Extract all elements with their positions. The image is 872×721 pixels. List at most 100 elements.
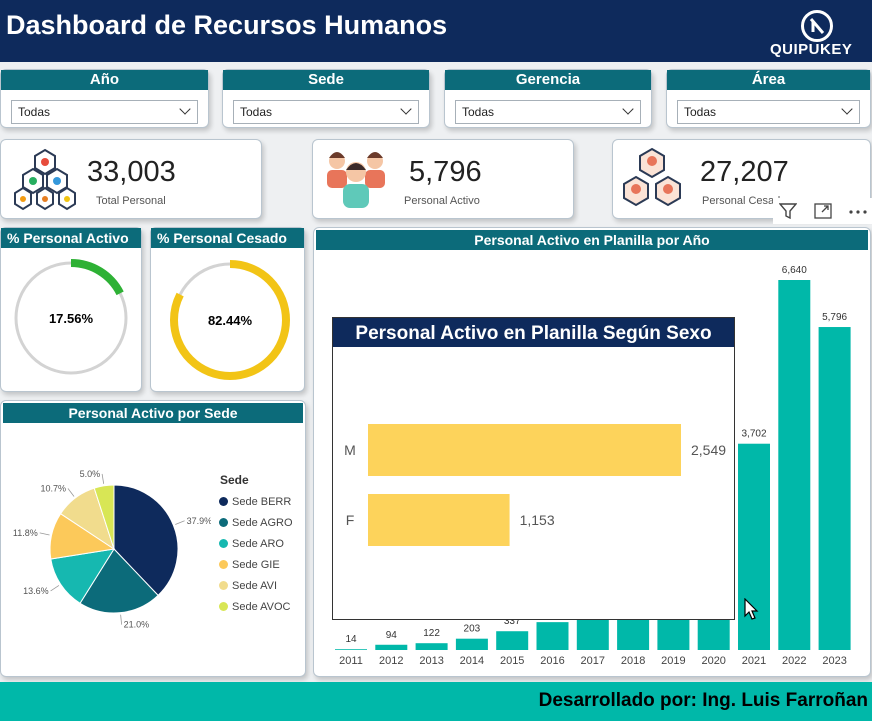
gauge-cesado: 82.44% xyxy=(170,260,290,380)
bar-chart: 2011 14 2012 94 2013 122 2014 203 2015 337 2016 201… xyxy=(335,265,851,667)
pie-slice[interactable] xyxy=(93,484,115,550)
pie-chart-panel: Personal Activo por Sede 37.9% 21.0% 13.6%… xyxy=(0,400,306,677)
visual-toolbar xyxy=(773,198,872,224)
x-tick-label: 2021 xyxy=(742,655,766,667)
more-options-icon[interactable] xyxy=(848,209,868,215)
dropdown-value: Todas xyxy=(18,105,51,119)
x-tick-label: 2012 xyxy=(379,655,403,667)
legend-item[interactable]: Sede AGRO xyxy=(219,512,293,533)
slicer-label: Área xyxy=(667,70,870,90)
chevron-down-icon xyxy=(179,103,191,115)
slicer-dropdown-ano[interactable]: Todas xyxy=(11,100,198,124)
pie-leader-line xyxy=(67,488,75,497)
legend-label: Sede AGRO xyxy=(232,516,293,529)
bar-data-label: 94 xyxy=(386,630,398,641)
filter-icon[interactable] xyxy=(779,203,797,219)
legend-label: Sede ARO xyxy=(232,537,284,550)
kpi-cesado-value: 27,207 xyxy=(700,156,789,188)
gauge-title: % Personal Activo xyxy=(1,228,141,248)
bar-data-label: 5,796 xyxy=(822,312,847,323)
page-title: Dashboard de Recursos Humanos xyxy=(6,10,448,40)
bar[interactable] xyxy=(818,327,851,650)
slicer-dropdown-sede[interactable]: Todas xyxy=(233,100,419,124)
chevron-down-icon xyxy=(400,103,412,115)
hbar-data-label: 1,153 xyxy=(520,512,555,528)
legend-marker xyxy=(219,497,228,506)
bar[interactable] xyxy=(778,280,811,650)
pie-data-label: 10.7% xyxy=(40,484,66,494)
bar[interactable] xyxy=(415,643,448,650)
gauge-cesado-label: 82.44% xyxy=(208,313,253,328)
legend-item[interactable]: Sede BERR xyxy=(219,491,293,512)
bar[interactable] xyxy=(455,638,488,650)
hbar[interactable] xyxy=(368,424,681,476)
footer-bar xyxy=(0,682,872,721)
kpi-card-total: 33,003 Total Personal xyxy=(0,139,262,219)
hexagon-team-icon xyxy=(623,147,681,207)
legend-item[interactable]: Sede AVOC xyxy=(219,596,293,617)
pie-data-label: 11.8% xyxy=(13,528,38,538)
focus-mode-icon[interactable] xyxy=(814,203,832,219)
hbar-data-label: 2,549 xyxy=(691,442,726,458)
pie-leader-line xyxy=(39,532,50,536)
legend-title: Sede xyxy=(220,473,249,487)
kpi-card-activo: 5,796 Personal Activo xyxy=(312,139,574,219)
pie-slice[interactable] xyxy=(113,484,179,597)
gauge-card-activo: % Personal Activo 17.56% xyxy=(0,227,142,392)
x-tick-label: 2011 xyxy=(339,655,363,667)
kpi-activo-label: Personal Activo xyxy=(404,195,480,207)
legend-item[interactable]: Sede GIE xyxy=(219,554,293,575)
slicer-label: Año xyxy=(1,70,208,90)
hbar[interactable] xyxy=(368,494,510,546)
bar-data-label: 203 xyxy=(464,624,481,635)
footer-credit: Desarrollado por: Ing. Luis Farroñan xyxy=(538,690,868,711)
kpi-cesado-label: Personal Cesad xyxy=(702,195,781,207)
legend-marker xyxy=(219,539,228,548)
kpi-activo-value: 5,796 xyxy=(409,156,482,188)
sexo-bar-chart: M 2,549 F 1,153 xyxy=(344,424,726,546)
legend-item[interactable]: Sede ARO xyxy=(219,533,293,554)
bar[interactable] xyxy=(335,649,367,650)
logo-text: QUIPUKEY xyxy=(770,41,853,58)
gauge-activo: 17.56% xyxy=(12,259,130,377)
mouse-cursor-icon xyxy=(744,598,759,620)
x-tick-label: 2022 xyxy=(782,655,806,667)
bar[interactable] xyxy=(536,622,569,650)
people-group-icon xyxy=(327,152,385,208)
y-category-label: M xyxy=(344,442,356,458)
bar[interactable] xyxy=(375,644,408,650)
slicer-dropdown-gerencia[interactable]: Todas xyxy=(455,100,641,124)
slicer-gerencia: Gerencia Todas xyxy=(444,69,652,128)
y-category-label: F xyxy=(346,512,355,528)
bar[interactable] xyxy=(496,631,529,650)
slicer-dropdown-area[interactable]: Todas xyxy=(677,100,860,124)
x-tick-label: 2018 xyxy=(621,655,645,667)
slicer-label: Gerencia xyxy=(445,70,651,90)
legend-marker xyxy=(219,518,228,527)
x-tick-label: 2020 xyxy=(701,655,725,667)
gauge-activo-label: 17.56% xyxy=(49,311,94,326)
legend-label: Sede GIE xyxy=(232,558,280,571)
pie-data-label: 5.0% xyxy=(80,469,101,479)
slicer-sede: Sede Todas xyxy=(222,69,430,128)
hexagon-people-icon xyxy=(14,148,76,211)
pie-leader-line xyxy=(120,614,123,625)
sexo-popup: Personal Activo en Planilla Según Sexo M… xyxy=(332,317,735,620)
gauge-card-cesado: % Personal Cesado 82.44% xyxy=(150,227,305,392)
legend-label: Sede AVI xyxy=(232,579,278,592)
legend-item[interactable]: Sede AVI xyxy=(219,575,293,596)
chevron-down-icon xyxy=(622,103,634,115)
x-tick-label: 2013 xyxy=(419,655,443,667)
x-tick-label: 2017 xyxy=(581,655,605,667)
bar[interactable] xyxy=(576,614,609,650)
pie-chart-title: Personal Activo por Sede xyxy=(3,403,303,423)
pie-leader-line xyxy=(175,520,185,525)
pie-slice[interactable] xyxy=(79,548,159,614)
pie-data-label: 21.0% xyxy=(124,620,150,630)
gauge-cesado-arc xyxy=(170,260,290,380)
popup-title: Personal Activo en Planilla Según Sexo xyxy=(333,318,734,347)
legend-marker xyxy=(219,602,228,611)
pie-slice[interactable] xyxy=(50,548,116,604)
dropdown-value: Todas xyxy=(240,105,273,119)
bar-chart-title: Personal Activo en Planilla por Año xyxy=(316,230,868,250)
